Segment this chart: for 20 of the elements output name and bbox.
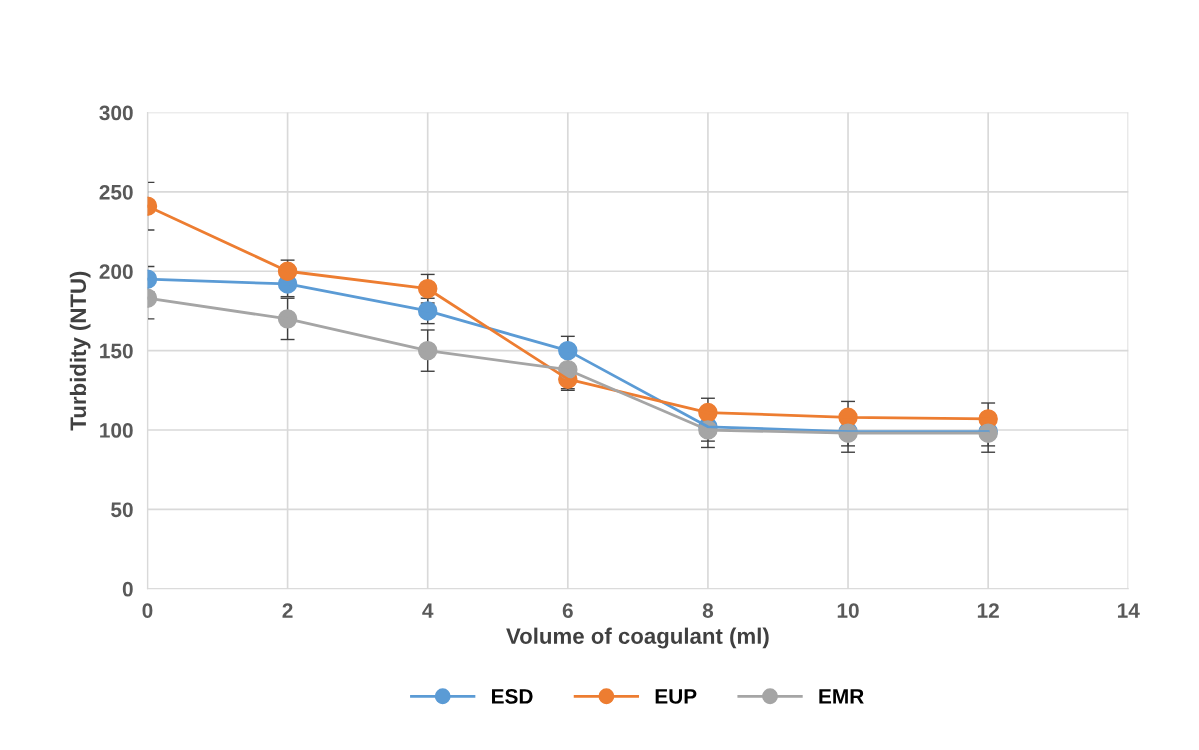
x-tick-label: 4 (422, 603, 434, 618)
y-tick-label: 100 (100, 423, 133, 438)
legend-label: ESD (492, 689, 533, 704)
x-tick-label: 0 (142, 603, 153, 618)
y-axis-title: Turbidity (NTU) (69, 271, 91, 431)
x-axis-title: Volume of coagulant (ml) (506, 627, 769, 649)
y-tick-label: 250 (99, 184, 133, 200)
x-tick-label: 8 (702, 603, 714, 618)
y-tick-label: 50 (111, 502, 133, 518)
y-tick-label: 200 (99, 264, 133, 279)
y-tick-label: 0 (122, 581, 133, 597)
x-tick-label: 6 (562, 603, 573, 618)
y-tick-label: 150 (100, 343, 133, 359)
x-tick-label: 2 (282, 603, 293, 618)
x-tick-label: 14 (1117, 603, 1140, 618)
legend-label: EUP (655, 689, 697, 704)
x-tick-label: 12 (977, 603, 999, 618)
x-tick-label: 10 (837, 603, 859, 618)
legend-label: EMR (819, 689, 864, 704)
y-tick-label: 300 (99, 105, 133, 121)
